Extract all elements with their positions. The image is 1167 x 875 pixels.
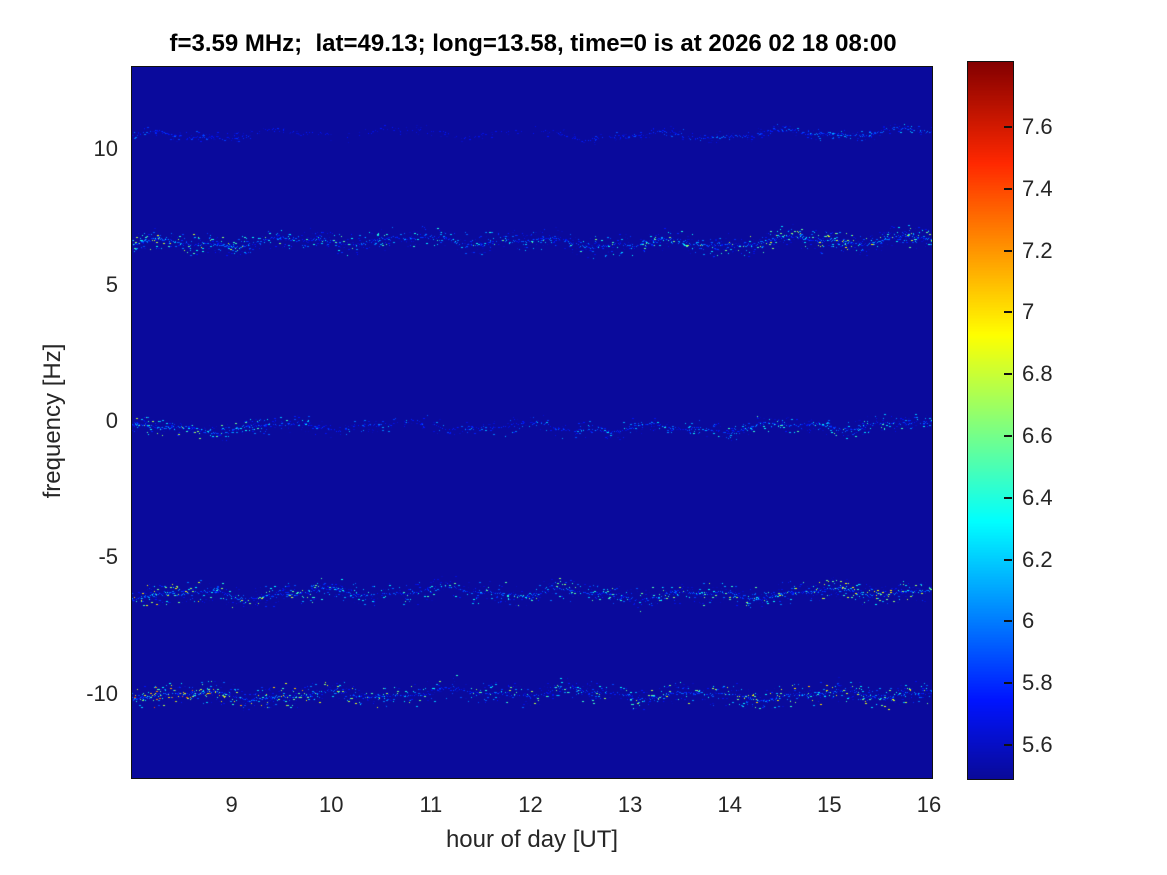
colorbar-tick-mark — [1004, 558, 1012, 561]
colorbar-tick-mark — [1004, 620, 1012, 623]
heatmap-canvas — [132, 67, 932, 778]
x-tick-label: 12 — [518, 792, 543, 817]
colorbar-tick-label: 6.2 — [1022, 546, 1053, 572]
x-tick-label: 9 — [225, 792, 238, 817]
y-tick-label: 5 — [105, 271, 118, 297]
colorbar-tick-label: 7.2 — [1022, 237, 1053, 263]
colorbar-tick-label: 7 — [1022, 299, 1035, 325]
colorbar-tick-label: 7.4 — [1022, 175, 1053, 201]
colorbar-tick-label: 6.6 — [1022, 422, 1053, 448]
x-tick-label: 16 — [916, 792, 942, 817]
x-axis-label: hour of day [UT] — [445, 826, 619, 853]
x-tick-label: 11 — [419, 792, 443, 817]
x-tick-label: 13 — [617, 792, 643, 817]
plot-area — [131, 66, 933, 779]
x-tick-label: 15 — [817, 792, 842, 817]
colorbar-tick-mark — [1004, 249, 1012, 252]
y-tick-label: 10 — [93, 135, 118, 161]
y-tick-label: -10 — [86, 680, 118, 706]
colorbar — [967, 61, 1014, 780]
colorbar-tick-label: 7.6 — [1022, 113, 1053, 139]
colorbar-tick-mark — [1004, 125, 1012, 128]
x-tick-label: 10 — [319, 792, 344, 817]
colorbar-tick-mark — [1004, 373, 1012, 376]
colorbar-tick-mark — [1004, 311, 1012, 314]
x-tick-label: 14 — [717, 792, 742, 817]
colorbar-tick-mark — [1004, 744, 1012, 746]
colorbar-tick-mark — [1004, 496, 1012, 499]
colorbar-tick-label: 6 — [1022, 608, 1035, 634]
colorbar-tick-mark — [1004, 187, 1012, 190]
colorbar-tick-mark — [1004, 682, 1012, 685]
colorbar-tick-mark — [1004, 434, 1012, 437]
y-tick-label: -5 — [98, 544, 118, 570]
colorbar-tick-label: 6.4 — [1022, 484, 1053, 510]
colorbar-tick-label: 6.8 — [1022, 361, 1053, 387]
chart-title: f=3.59 MHz; lat=49.13; long=13.58, time=… — [169, 30, 897, 57]
colorbar-tick-label: 5.8 — [1022, 670, 1053, 696]
y-tick-label: 0 — [105, 408, 118, 434]
colorbar-canvas — [968, 62, 1013, 779]
colorbar-tick-label: 5.6 — [1022, 732, 1053, 757]
